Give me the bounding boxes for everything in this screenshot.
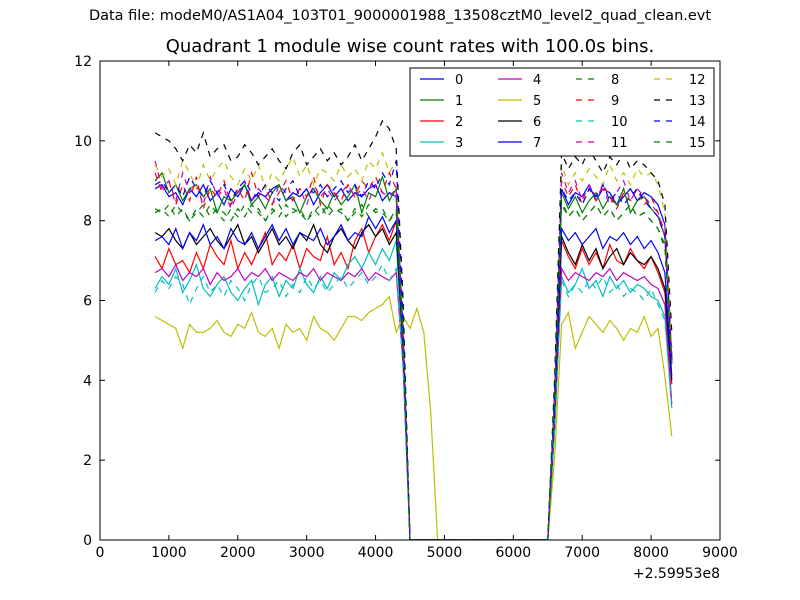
legend-label-10: 10 (611, 115, 628, 130)
series-line-15 (154, 200, 673, 540)
series-line-1 (154, 171, 673, 540)
chart-suptitle: Data file: modeM0/AS1A04_103T01_90000019… (88, 8, 712, 24)
legend-label-8: 8 (611, 73, 619, 88)
legend-label-3: 3 (455, 136, 463, 151)
x-tick-label: 2000 (220, 545, 256, 561)
legend-label-13: 13 (689, 94, 706, 109)
series-line-5 (154, 295, 673, 540)
legend-label-2: 2 (455, 115, 463, 130)
x-tick-label: 7000 (564, 545, 600, 561)
x-tick-label: 1000 (151, 545, 187, 561)
legend-label-9: 9 (611, 94, 619, 109)
series-line-9 (154, 170, 673, 540)
x-tick-label: 0 (96, 545, 105, 561)
x-tick-label: 8000 (633, 545, 669, 561)
tick-layer: 0 1000 2000 3000 4000 5000 6000 7000 8000 9000 0 2 4… (74, 54, 738, 561)
x-tick-label: 6000 (496, 545, 532, 561)
legend-label-0: 0 (455, 73, 463, 88)
series-line-7 (154, 215, 673, 540)
y-tick-label: 0 (83, 533, 92, 549)
y-tick-label: 10 (74, 134, 92, 150)
series-layer (154, 119, 673, 540)
series-line-6 (154, 223, 673, 540)
series-line-13 (154, 119, 673, 540)
x-tick-label: 3000 (289, 545, 325, 561)
x-tick-label: 5000 (427, 545, 463, 561)
x-tick-label: 4000 (358, 545, 394, 561)
series-line-4 (154, 263, 673, 540)
chart-title: Quadrant 1 module wise count rates with … (165, 36, 655, 57)
series-line-3 (154, 240, 673, 540)
legend-label-1: 1 (455, 94, 463, 109)
y-tick-label: 4 (83, 373, 92, 389)
series-line-10 (154, 263, 673, 540)
legend-label-14: 14 (689, 115, 706, 130)
y-tick-label: 6 (83, 294, 92, 310)
y-tick-label: 2 (83, 453, 92, 469)
y-tick-label: 8 (83, 214, 92, 230)
legend-label-7: 7 (533, 136, 541, 151)
legend-label-11: 11 (611, 136, 628, 151)
legend-label-5: 5 (533, 94, 541, 109)
legend-label-15: 15 (689, 136, 706, 151)
legend-label-4: 4 (533, 73, 541, 88)
legend-label-6: 6 (533, 115, 541, 130)
x-tick-label: 9000 (702, 545, 738, 561)
series-line-2 (154, 220, 673, 540)
x-offset-label: +2.59953e8 (633, 566, 720, 582)
legend-label-12: 12 (689, 73, 706, 88)
series-line-12 (154, 151, 673, 540)
series-line-14 (154, 160, 673, 540)
series-line-0 (154, 183, 673, 540)
y-tick-label: 12 (74, 54, 92, 70)
legend-box (409, 67, 715, 157)
